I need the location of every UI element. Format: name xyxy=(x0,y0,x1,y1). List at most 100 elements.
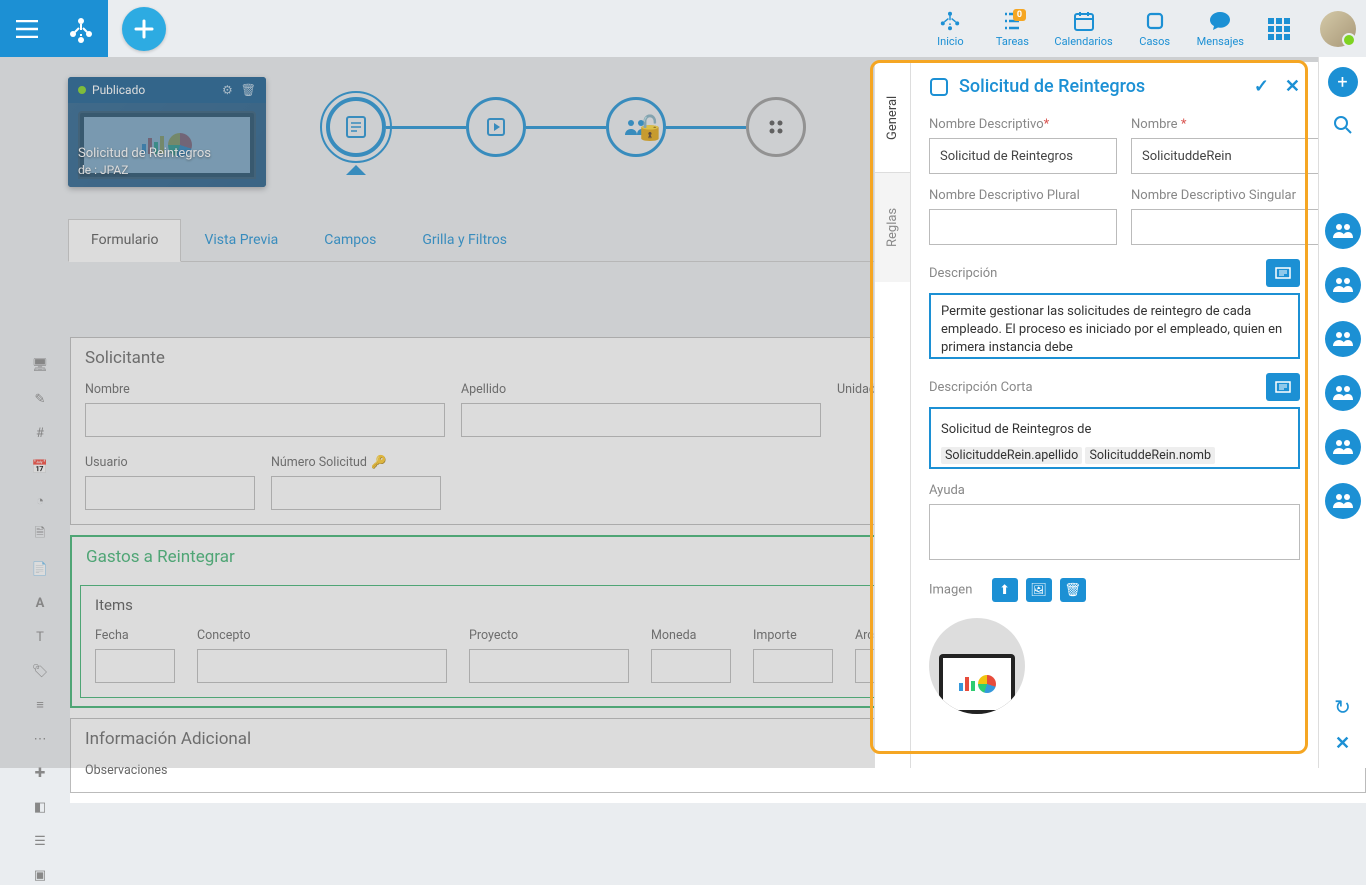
expand-desc-corta-button[interactable] xyxy=(1266,373,1300,401)
add-button[interactable] xyxy=(122,7,166,51)
nav-tareas[interactable]: 0 Tareas xyxy=(990,5,1034,52)
wf-step-play[interactable] xyxy=(466,97,526,157)
ayuda-textarea[interactable] xyxy=(929,504,1300,560)
rail-group-1[interactable] xyxy=(1325,213,1361,249)
field-label: Número Solicitud🔑 xyxy=(271,455,441,470)
user-avatar[interactable] xyxy=(1320,11,1356,47)
field-label: Imagen xyxy=(929,583,972,598)
menu-button[interactable] xyxy=(0,0,54,57)
tool-plus-icon[interactable]: ✚ xyxy=(28,763,52,783)
nav-mensajes[interactable]: Mensajes xyxy=(1195,5,1246,52)
nav-casos[interactable]: Casos xyxy=(1133,5,1177,52)
tareas-badge: 0 xyxy=(1013,9,1026,21)
confirm-icon[interactable]: ✓ xyxy=(1254,76,1269,97)
tool-dots-icon[interactable]: ⋯ xyxy=(28,729,52,749)
tool-edit-icon[interactable]: ✎ xyxy=(28,389,52,409)
img-upload-button[interactable]: ⬆ xyxy=(992,578,1018,602)
side-tab-general[interactable]: General xyxy=(875,62,910,172)
gear-icon[interactable]: ⚙ xyxy=(222,83,233,97)
expand-desc-button[interactable] xyxy=(1266,259,1300,287)
casos-icon xyxy=(1145,9,1165,33)
nav-label: Calendarios xyxy=(1054,35,1112,48)
fecha-input[interactable] xyxy=(95,649,175,683)
rail-group-4[interactable] xyxy=(1325,375,1361,411)
nav-label: Inicio xyxy=(937,35,963,48)
tool-cube-icon[interactable]: ◧ xyxy=(28,797,52,817)
workflow: 🔓 xyxy=(326,97,806,157)
proyecto-input[interactable] xyxy=(469,649,629,683)
plural-input[interactable] xyxy=(929,209,1117,245)
properties-panel: General Reglas Solicitud de Reintegros ✓… xyxy=(874,62,1318,768)
field-label: Nombre * xyxy=(1131,117,1318,132)
tool-box-icon[interactable]: ▣ xyxy=(28,865,52,885)
rail-close-icon[interactable]: ✕ xyxy=(1335,733,1350,754)
nombre-desc-input[interactable] xyxy=(929,138,1117,174)
tool-text-icon[interactable]: T xyxy=(28,627,52,647)
tool-hash-icon[interactable]: # xyxy=(28,423,52,443)
num-solicitud-input[interactable] xyxy=(271,476,441,510)
nav-inicio[interactable]: Inicio xyxy=(928,5,972,52)
wf-step-users[interactable]: 🔓 xyxy=(606,97,666,157)
img-gallery-button[interactable]: 🖼 xyxy=(1026,578,1052,602)
usuario-input[interactable] xyxy=(85,476,255,510)
rail-group-3[interactable] xyxy=(1325,321,1361,357)
tool-align-icon[interactable]: ≡ xyxy=(28,695,52,715)
expr-chip[interactable]: SolicituddeRein.nomb xyxy=(1085,447,1215,464)
nombre-input[interactable] xyxy=(1131,138,1318,174)
desc-corta-text: Solicitud de Reintegros de xyxy=(941,422,1091,437)
tool-calendar-icon[interactable]: 📅 xyxy=(28,457,52,477)
rail-group-5[interactable] xyxy=(1325,429,1361,465)
close-icon[interactable]: ✕ xyxy=(1285,76,1300,97)
nav-apps[interactable] xyxy=(1264,14,1294,44)
side-tab-reglas[interactable]: Reglas xyxy=(875,172,910,282)
rail-refresh-icon[interactable]: ↻ xyxy=(1334,695,1351,719)
wf-step-form[interactable] xyxy=(326,97,386,157)
status-dot xyxy=(78,86,86,94)
panel-icon xyxy=(929,77,949,97)
tool-clock-icon[interactable]: ◔ xyxy=(28,491,52,511)
tool-lines-icon[interactable]: ☰ xyxy=(28,831,52,851)
img-delete-button[interactable]: 🗑 xyxy=(1060,578,1086,602)
field-label: Usuario xyxy=(85,455,255,470)
tool-tag-icon[interactable]: 🏷 xyxy=(28,661,52,681)
rail-add-button[interactable]: + xyxy=(1328,67,1358,97)
lock-icon: 🔓 xyxy=(635,114,665,142)
card-subtitle: de : JPAZ xyxy=(78,163,211,177)
tool-font-icon[interactable]: A xyxy=(28,593,52,613)
tab-formulario[interactable]: Formulario xyxy=(68,219,181,262)
field-label: Fecha xyxy=(95,628,175,643)
field-label: Nombre Descriptivo* xyxy=(929,117,1117,132)
tool-doc-icon[interactable]: 🗎 xyxy=(28,525,52,545)
panel-title: Solicitud de Reintegros xyxy=(959,76,1145,97)
importe-input[interactable] xyxy=(753,649,833,683)
trash-icon[interactable]: 🗑 xyxy=(241,83,256,97)
rail-group-6[interactable] xyxy=(1325,483,1361,519)
tool-file-icon[interactable]: 📄 xyxy=(28,559,52,579)
nav-calendarios[interactable]: Calendarios xyxy=(1052,5,1114,52)
rail-group-2[interactable] xyxy=(1325,267,1361,303)
expr-chip[interactable]: SolicituddeRein.apellido xyxy=(941,447,1082,464)
concepto-input[interactable] xyxy=(197,649,447,683)
field-label: Ayuda xyxy=(929,483,1300,498)
singular-input[interactable] xyxy=(1131,209,1318,245)
rail-search-icon[interactable] xyxy=(1333,115,1353,135)
moneda-input[interactable] xyxy=(651,649,731,683)
tab-grilla[interactable]: Grilla y Filtros xyxy=(399,219,530,261)
tab-vista-previa[interactable]: Vista Previa xyxy=(181,219,301,261)
tool-desktop-icon[interactable]: 🖥 xyxy=(28,355,52,375)
right-rail: + ↻ ✕ xyxy=(1318,57,1366,768)
wf-step-more[interactable] xyxy=(746,97,806,157)
apellido-input[interactable] xyxy=(461,403,821,437)
inicio-icon xyxy=(938,9,962,33)
logo xyxy=(54,0,108,57)
descripcion-textarea[interactable]: Permite gestionar las solicitudes de rei… xyxy=(929,293,1300,359)
field-label: Descripción xyxy=(929,266,997,281)
field-label: Nombre Descriptivo Plural xyxy=(929,188,1117,203)
process-card[interactable]: Publicado ⚙ 🗑 Solicitud de Reintegros de… xyxy=(68,77,266,187)
desc-corta-textarea[interactable]: Solicitud de Reintegros de SolicituddeRe… xyxy=(929,407,1300,469)
field-label: Moneda xyxy=(651,628,731,643)
tool-rail: 🖥 ✎ # 📅 ◔ 🗎 📄 A T 🏷 ≡ ⋯ ✚ ◧ ☰ ▣ xyxy=(24,355,56,885)
nombre-input[interactable] xyxy=(85,403,445,437)
tab-campos[interactable]: Campos xyxy=(301,219,399,261)
nav-label: Tareas xyxy=(996,35,1029,48)
